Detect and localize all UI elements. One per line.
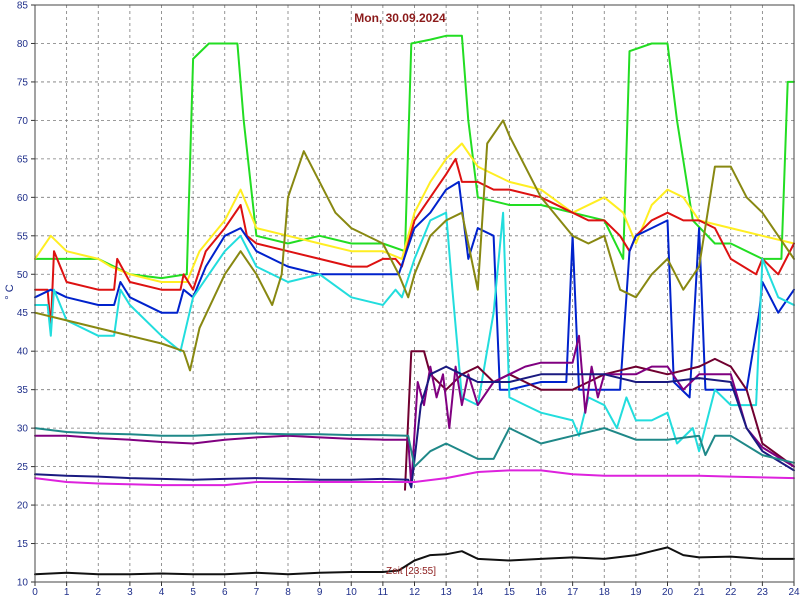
time-annotation: Zeit [23:55] <box>386 566 436 577</box>
y-tick-label: 65 <box>17 154 29 165</box>
series-line-11 <box>34 469 795 487</box>
x-tick-label: 11 <box>378 587 389 598</box>
y-axis-label: ° C <box>4 284 16 299</box>
series-line-9 <box>34 365 795 489</box>
chart-title: Mon, 30.09.2024 <box>354 11 446 25</box>
x-tick-label: 17 <box>567 587 579 598</box>
y-tick-label: 20 <box>17 501 29 512</box>
y-tick-label: 50 <box>17 270 29 281</box>
x-tick-label: 19 <box>630 587 642 598</box>
x-tick-label: 1 <box>64 587 70 598</box>
series-line-5 <box>34 211 795 453</box>
series-line-7 <box>404 350 795 491</box>
grid <box>35 5 794 582</box>
x-tick-label: 23 <box>757 587 769 598</box>
x-tick-label: 5 <box>190 587 196 598</box>
x-tick-label: 12 <box>409 587 421 598</box>
series-line-12 <box>34 546 795 576</box>
y-tick-label: 60 <box>17 193 29 204</box>
plot-frame <box>34 4 795 583</box>
x-tick-label: 10 <box>346 587 358 598</box>
y-tick-label: 10 <box>17 578 29 589</box>
series-group <box>34 34 795 576</box>
y-tick-label: 55 <box>17 231 29 242</box>
x-tick-label: 7 <box>254 587 260 598</box>
x-tick-label: 0 <box>32 587 38 598</box>
x-tick-label: 6 <box>222 587 228 598</box>
y-tick-label: 25 <box>17 462 29 473</box>
series-line-8 <box>34 334 795 487</box>
x-tick-label: 3 <box>127 587 133 598</box>
series-line-3 <box>34 157 795 330</box>
x-tick-label: 9 <box>317 587 323 598</box>
x-tick-label: 15 <box>504 587 516 598</box>
y-tick-label: 45 <box>17 308 29 319</box>
x-tick-label: 24 <box>788 587 800 598</box>
x-tick-label: 13 <box>441 587 453 598</box>
series-line-6 <box>34 119 795 372</box>
x-tick-label: 16 <box>535 587 547 598</box>
series-line-4 <box>34 180 795 399</box>
x-tick-label: 21 <box>694 587 706 598</box>
x-tick-label: 8 <box>285 587 291 598</box>
series-line-2 <box>34 142 795 283</box>
y-tick-label: 30 <box>17 424 29 435</box>
x-tick-label: 20 <box>662 587 674 598</box>
y-tick-label: 15 <box>17 539 29 550</box>
axes: 0 1 2 3 4 5 6 7 8 9 10 11 12 13 14 15 16 17 18 19 20 21 22 23 24… <box>17 1 800 599</box>
x-tick-label: 2 <box>95 587 101 598</box>
x-tick-label: 14 <box>472 587 484 598</box>
x-tick-label: 22 <box>725 587 737 598</box>
x-tick-label: 4 <box>159 587 165 598</box>
x-tick-label: 18 <box>599 587 611 598</box>
y-tick-label: 70 <box>17 116 29 127</box>
y-tick-label: 35 <box>17 385 29 396</box>
y-tick-label: 40 <box>17 347 29 358</box>
y-tick-label: 80 <box>17 39 29 50</box>
series-line-10 <box>34 427 795 468</box>
y-tick-label: 85 <box>17 1 29 12</box>
y-tick-label: 75 <box>17 77 29 88</box>
